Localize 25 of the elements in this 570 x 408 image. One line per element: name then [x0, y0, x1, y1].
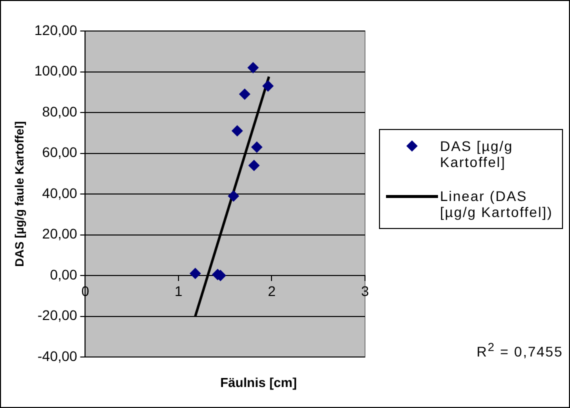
point: [228, 190, 240, 202]
x-tick-label: 1: [174, 282, 183, 299]
point: [248, 160, 260, 171]
legend-label: Linear (DAS [µg/g Kartoffel]): [440, 188, 554, 220]
point: [190, 268, 201, 279]
point: [251, 142, 262, 153]
y-tick-label: -40,00: [38, 348, 78, 364]
y-axis-title: DAS [µg/g faule Kartoffel]: [12, 121, 27, 267]
point: [248, 62, 259, 74]
point: [232, 125, 243, 136]
text: R$^{2}$ = 0,7455: [476, 341, 563, 360]
y-tick-label: 20,00: [42, 226, 78, 242]
y-tick-label: 120,00: [34, 22, 78, 38]
y-tick-label: 0,00: [50, 266, 78, 282]
point: [239, 88, 250, 100]
y-tick-label: 100,00: [34, 62, 78, 79]
y-tick-label: -20,00: [38, 307, 78, 324]
x-tick-label: 2: [268, 282, 276, 299]
y-tick-label: 80,00: [42, 103, 78, 120]
legend-label: DAS [µg/g Kartoffel]: [440, 138, 514, 170]
point: [262, 80, 274, 92]
y-tick-label: 40,00: [42, 184, 78, 201]
x-tick-label: 3: [361, 282, 370, 299]
y-tick-label: 60,00: [42, 144, 78, 160]
x-axis-title: Fäulnis [cm]: [219, 375, 298, 390]
